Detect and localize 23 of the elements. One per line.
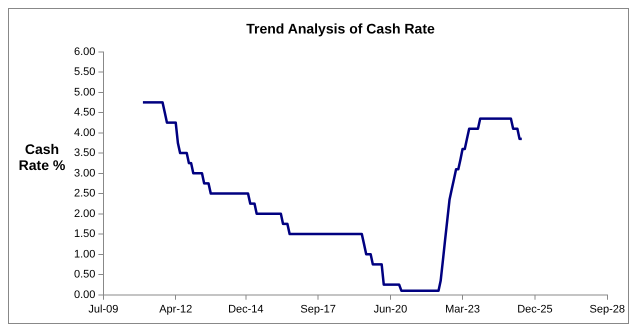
y-axis-title: Cash Rate % [18,141,66,173]
y-tick-label: 4.00 [74,126,96,139]
x-tick-label: Jun-20 [374,303,408,316]
y-tick-label: 5.00 [74,86,96,98]
x-tick-label: Dec-25 [517,303,553,316]
y-tick-label: 0.00 [74,288,96,301]
x-tick-label: Mar-23 [445,303,480,316]
x-tick-label: Apr-12 [159,303,192,316]
x-tick-label: Jul-09 [88,303,118,316]
y-tick-label: 4.50 [74,106,96,119]
y-tick-label: 2.00 [74,208,96,220]
y-tick-label: 1.00 [74,248,96,260]
y-tick-label: 2.50 [74,188,96,200]
y-tick-label: 1.50 [74,228,96,240]
chart-title: Trend Analysis of Cash Rate [246,20,435,36]
y-tick-label: 5.50 [74,66,96,78]
x-tick-label: Sep-28 [590,303,626,316]
x-tick-label: Sep-17 [300,303,336,316]
y-tick-label: 0.50 [74,268,96,281]
x-tick-label: Dec-14 [228,303,264,316]
y-tick-label: 3.00 [74,167,96,180]
y-tick-label: 3.50 [74,147,96,160]
y-tick-label: 6.00 [74,46,96,58]
